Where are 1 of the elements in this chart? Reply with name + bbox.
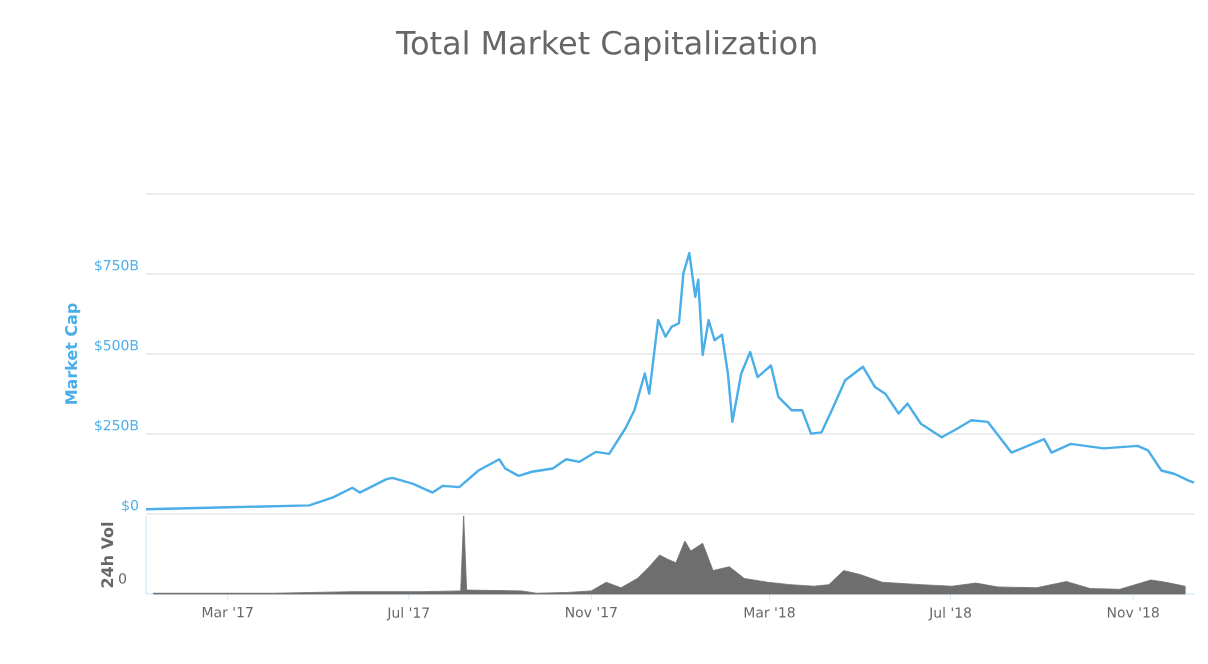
chart-title: Total Market Capitalization	[395, 30, 816, 61]
